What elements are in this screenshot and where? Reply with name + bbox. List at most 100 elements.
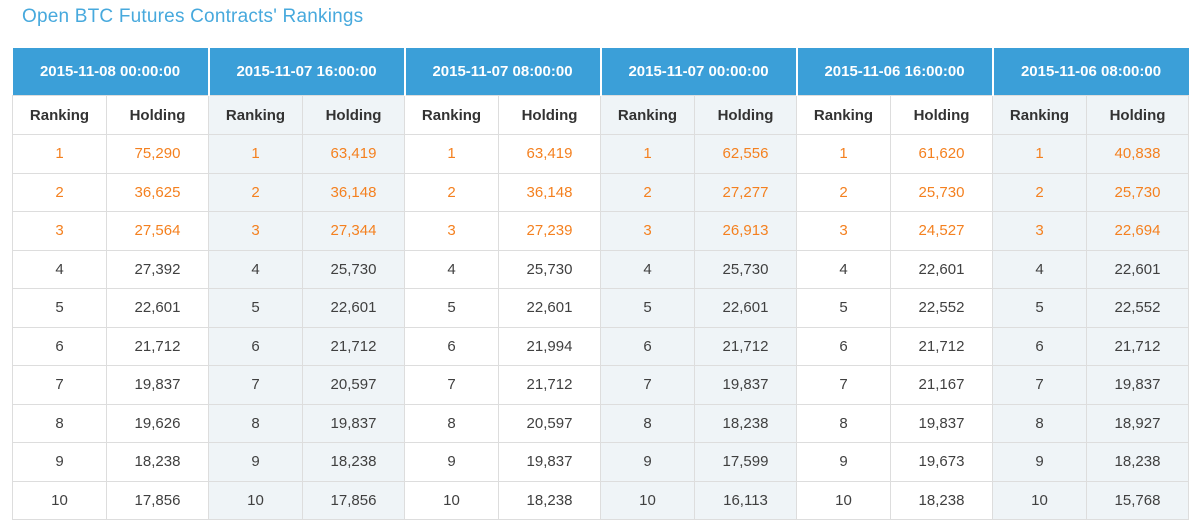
holding-cell: 22,601 (694, 288, 797, 328)
ranking-cell: 2 (404, 172, 499, 212)
subheader-holding-5: Holding (1086, 95, 1189, 135)
ranking-cell: 1 (404, 134, 499, 174)
holding-cell: 25,730 (1086, 172, 1189, 212)
holding-cell: 25,730 (694, 249, 797, 289)
ranking-cell: 4 (404, 249, 499, 289)
holding-cell: 21,712 (1086, 326, 1189, 366)
holding-cell: 19,837 (302, 403, 405, 443)
ranking-cell: 10 (796, 480, 891, 520)
holding-cell: 18,927 (1086, 403, 1189, 443)
ranking-cell: 8 (12, 403, 107, 443)
holding-cell: 22,601 (1086, 249, 1189, 289)
holding-cell: 18,238 (106, 442, 209, 482)
holding-cell: 17,856 (302, 480, 405, 520)
subheader-row: Ranking Holding Ranking Holding Ranking Holdi… (12, 95, 1189, 135)
ranking-cell: 7 (404, 365, 499, 405)
ranking-cell: 1 (600, 134, 695, 174)
holding-cell: 21,712 (694, 326, 797, 366)
holding-cell: 18,238 (1086, 442, 1189, 482)
ranking-cell: 3 (208, 211, 303, 251)
ranking-cell: 8 (992, 403, 1087, 443)
ranking-cell: 5 (796, 288, 891, 328)
holding-cell: 63,419 (302, 134, 405, 174)
ranking-cell: 6 (992, 326, 1087, 366)
holding-cell: 22,601 (106, 288, 209, 328)
timestamp-header-4: 2015-11-06 16:00:00 (795, 48, 993, 96)
holding-cell: 15,768 (1086, 480, 1189, 520)
holding-cell: 27,277 (694, 172, 797, 212)
holding-cell: 19,837 (890, 403, 993, 443)
holding-cell: 19,837 (498, 442, 601, 482)
ranking-cell: 4 (12, 249, 107, 289)
holding-cell: 25,730 (302, 249, 405, 289)
table-row: 1 75,290 1 63,419 1 63,419 1 62,556 1 61,620 1 40,8… (12, 134, 1189, 174)
holding-cell: 75,290 (106, 134, 209, 174)
holding-cell: 16,113 (694, 480, 797, 520)
ranking-cell: 7 (992, 365, 1087, 405)
ranking-cell: 2 (796, 172, 891, 212)
ranking-cell: 3 (12, 211, 107, 251)
subheader-holding-2: Holding (498, 95, 601, 135)
table-body: 1 75,290 1 63,419 1 63,419 1 62,556 1 61,620 1 40,8… (12, 134, 1189, 520)
holding-cell: 61,620 (890, 134, 993, 174)
ranking-cell: 1 (12, 134, 107, 174)
ranking-cell: 4 (208, 249, 303, 289)
holding-cell: 19,837 (106, 365, 209, 405)
ranking-cell: 3 (404, 211, 499, 251)
ranking-cell: 8 (208, 403, 303, 443)
ranking-cell: 9 (404, 442, 499, 482)
ranking-cell: 4 (796, 249, 891, 289)
table-row: 9 18,238 9 18,238 9 19,837 9 17,599 9 19,673 9 18,2… (12, 442, 1189, 482)
ranking-cell: 2 (208, 172, 303, 212)
page-title: Open BTC Futures Contracts' Rankings (22, 6, 364, 27)
holding-cell: 21,994 (498, 326, 601, 366)
ranking-cell: 10 (992, 480, 1087, 520)
holding-cell: 18,238 (890, 480, 993, 520)
ranking-cell: 7 (12, 365, 107, 405)
ranking-cell: 3 (992, 211, 1087, 251)
ranking-cell: 6 (600, 326, 695, 366)
holding-cell: 21,712 (106, 326, 209, 366)
btc-futures-rankings-table: 2015-11-08 00:00:00 2015-11-07 16:00:00 … (12, 48, 1189, 520)
holding-cell: 20,597 (302, 365, 405, 405)
timestamp-header-5: 2015-11-06 08:00:00 (991, 48, 1189, 96)
ranking-cell: 2 (12, 172, 107, 212)
table-row: 2 36,625 2 36,148 2 36,148 2 27,277 2 25,730 2 25,7… (12, 172, 1189, 212)
subheader-ranking-4: Ranking (796, 95, 891, 135)
holding-cell: 17,856 (106, 480, 209, 520)
holding-cell: 18,238 (498, 480, 601, 520)
ranking-cell: 5 (992, 288, 1087, 328)
ranking-cell: 9 (992, 442, 1087, 482)
holding-cell: 19,673 (890, 442, 993, 482)
table-row: 6 21,712 6 21,712 6 21,994 6 21,712 6 21,712 6 21,7… (12, 326, 1189, 366)
ranking-cell: 5 (600, 288, 695, 328)
ranking-cell: 2 (600, 172, 695, 212)
subheader-holding-0: Holding (106, 95, 209, 135)
table-row: 3 27,564 3 27,344 3 27,239 3 26,913 3 24,527 3 22,6… (12, 211, 1189, 251)
subheader-holding-4: Holding (890, 95, 993, 135)
holding-cell: 40,838 (1086, 134, 1189, 174)
subheader-ranking-2: Ranking (404, 95, 499, 135)
holding-cell: 36,625 (106, 172, 209, 212)
holding-cell: 27,392 (106, 249, 209, 289)
holding-cell: 26,913 (694, 211, 797, 251)
holding-cell: 22,694 (1086, 211, 1189, 251)
timestamp-header-row: 2015-11-08 00:00:00 2015-11-07 16:00:00 … (12, 48, 1189, 96)
ranking-cell: 5 (12, 288, 107, 328)
subheader-ranking-5: Ranking (992, 95, 1087, 135)
ranking-cell: 5 (208, 288, 303, 328)
ranking-cell: 10 (404, 480, 499, 520)
holding-cell: 22,552 (890, 288, 993, 328)
holding-cell: 19,626 (106, 403, 209, 443)
holding-cell: 20,597 (498, 403, 601, 443)
ranking-cell: 1 (992, 134, 1087, 174)
holding-cell: 18,238 (302, 442, 405, 482)
holding-cell: 27,564 (106, 211, 209, 251)
table-row: 5 22,601 5 22,601 5 22,601 5 22,601 5 22,552 5 22,5… (12, 288, 1189, 328)
holding-cell: 19,837 (694, 365, 797, 405)
holding-cell: 21,167 (890, 365, 993, 405)
table-row: 7 19,837 7 20,597 7 21,712 7 19,837 7 21,167 7 19,8… (12, 365, 1189, 405)
subheader-holding-3: Holding (694, 95, 797, 135)
holding-cell: 21,712 (302, 326, 405, 366)
ranking-cell: 6 (208, 326, 303, 366)
